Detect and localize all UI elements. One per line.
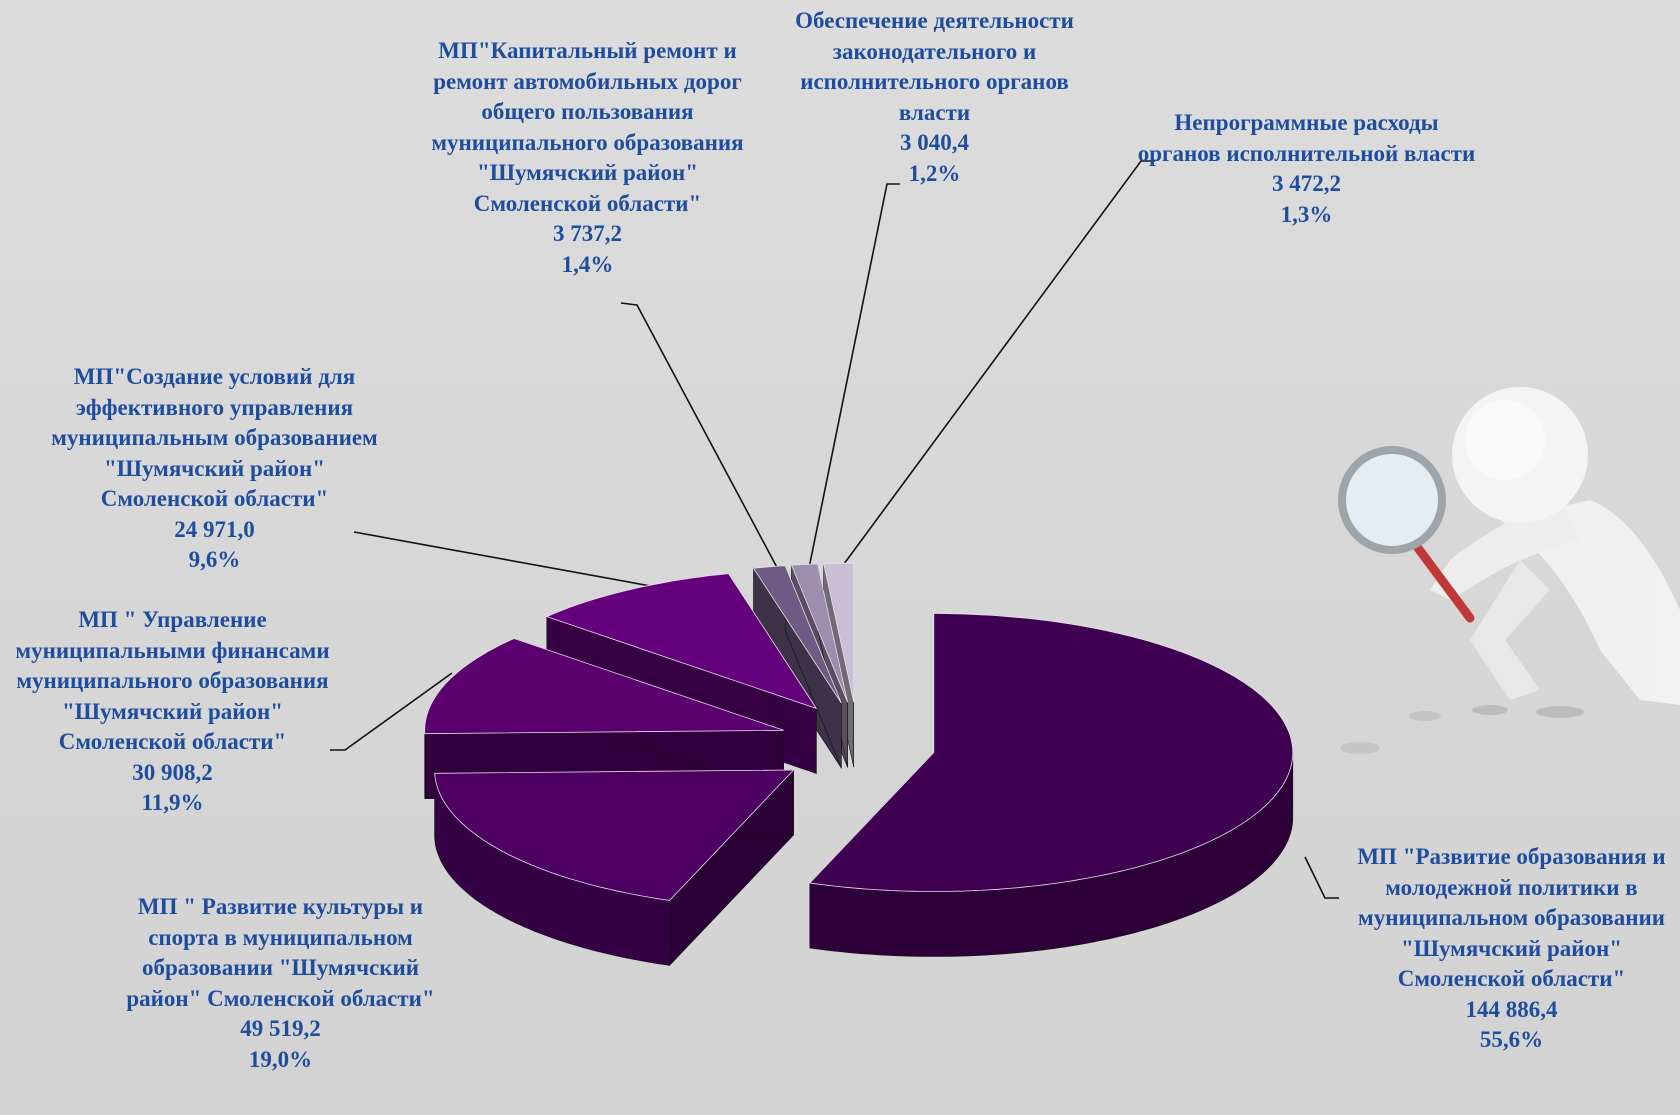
label-name: МП"Капитальный ремонт и ремонт автомобил…	[431, 38, 744, 216]
label-percent: 11,9%	[141, 790, 204, 815]
slice-label: МП"Капитальный ремонт и ремонт автомобил…	[415, 36, 760, 280]
slice	[424, 638, 784, 735]
slice-label: МП " Развитие культуры и спорта в муници…	[108, 892, 453, 1075]
label-percent: 1,3%	[1280, 201, 1333, 227]
label-value: 3 737,2	[553, 221, 622, 246]
leader-line	[1304, 856, 1339, 899]
decor-figure	[1338, 387, 1680, 754]
leader-line	[840, 160, 1155, 569]
label-value: 3 040,4	[900, 130, 969, 155]
label-percent: 1,2%	[908, 160, 961, 186]
label-value: 30 908,2	[132, 759, 213, 785]
label-name: Обеспечение деятельности законодательног…	[795, 8, 1074, 125]
leader-line	[353, 531, 657, 588]
slice-label: МП "Развитие образования и молодежной по…	[1339, 842, 1680, 1056]
slice-label: МП " Управление муниципальными финансами…	[0, 605, 345, 819]
slice	[823, 562, 855, 703]
slice	[434, 769, 795, 901]
label-percent: 19,0%	[248, 1046, 313, 1072]
slice-label: МП"Создание условий для эффективного упр…	[42, 362, 387, 576]
label-name: Непрограммные расходы органов исполнител…	[1137, 110, 1476, 166]
label-percent: 55,6%	[1479, 1027, 1544, 1052]
slice	[752, 565, 842, 704]
slice	[545, 573, 818, 710]
pie	[424, 562, 1294, 967]
leader-line	[808, 183, 900, 569]
label-name: МП " Развитие культуры и спорта в муници…	[126, 894, 435, 1011]
leader-line	[620, 302, 781, 574]
slice-label: Обеспечение деятельности законодательног…	[762, 6, 1107, 189]
label-percent: 1,4%	[561, 251, 614, 277]
label-value: 49 519,2	[240, 1016, 321, 1041]
label-name: МП "Развитие образования и молодежной по…	[1357, 844, 1666, 991]
label-name: МП " Управление муниципальными финансами…	[15, 607, 330, 754]
label-value: 3 472,2	[1272, 171, 1341, 196]
leader-line	[330, 672, 453, 751]
label-percent: 9,6%	[188, 547, 241, 572]
label-name: МП"Создание условий для эффективного упр…	[51, 364, 378, 511]
slice	[790, 563, 848, 703]
slice-label: Непрограммные расходы органов исполнител…	[1134, 108, 1479, 230]
slice	[808, 613, 1294, 892]
label-value: 24 971,0	[174, 516, 255, 542]
label-value: 144 886,4	[1465, 996, 1558, 1022]
